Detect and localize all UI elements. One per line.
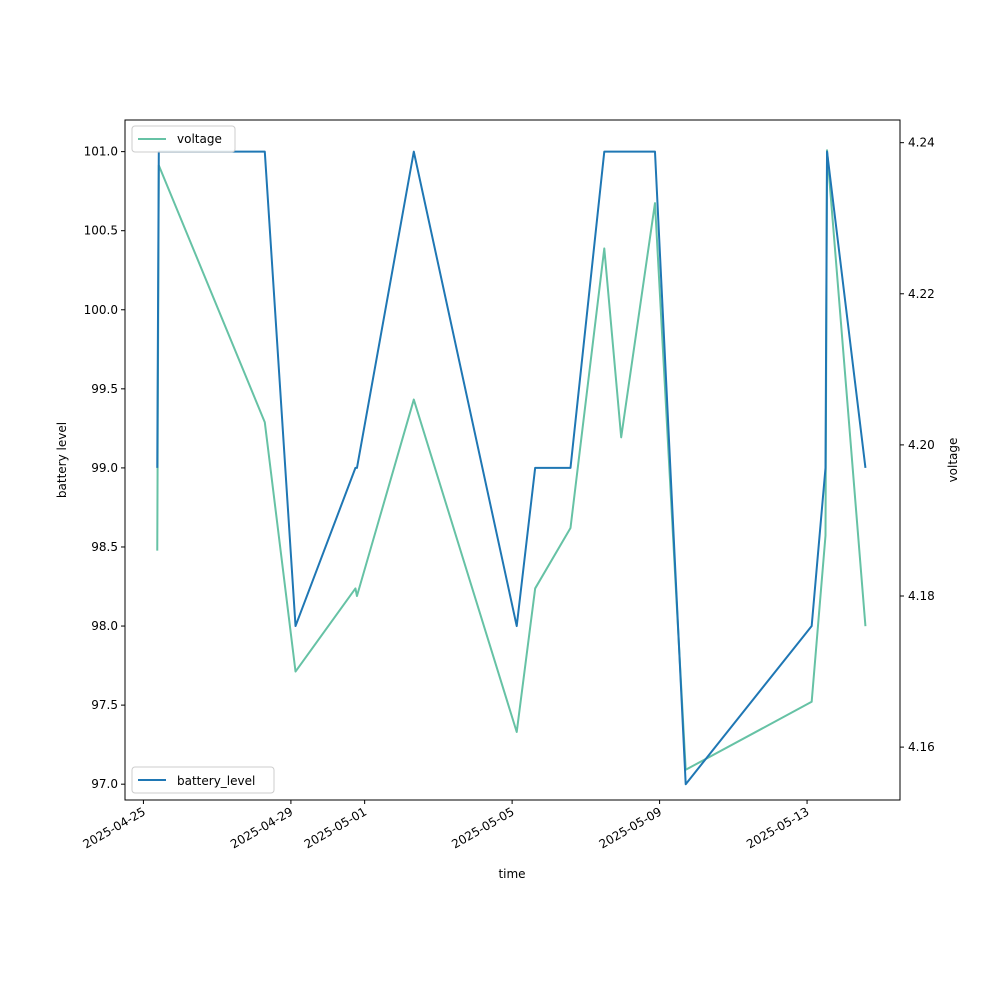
series-line-voltage	[156, 149, 867, 771]
y-axis-left: 97.0 97.5 98.0 98.5 99.0 99.5 100.0 100.5 101.0	[84, 145, 125, 791]
y-left-tick-label: 98.5	[91, 540, 118, 554]
y-left-tick-label: 98.0	[91, 619, 118, 633]
y-left-tick-label: 99.5	[91, 382, 118, 396]
y-axis-right-label: voltage	[946, 438, 960, 483]
y-right-tick-label: 4.16	[908, 740, 935, 754]
series-layer	[156, 149, 867, 786]
y-left-tick-label: 97.0	[91, 777, 118, 791]
legend-label-battery-level: battery_level	[177, 774, 255, 788]
y-right-tick-label: 4.20	[908, 438, 935, 452]
y-left-tick-label: 100.5	[84, 224, 118, 238]
legend-label-voltage: voltage	[177, 132, 222, 146]
y-right-tick-label: 4.22	[908, 287, 935, 301]
y-left-tick-label: 101.0	[84, 145, 118, 159]
y-left-tick-label: 99.0	[91, 461, 118, 475]
y-axis-left-label: battery level	[55, 422, 69, 498]
legend-voltage: voltage	[131, 125, 236, 153]
y-left-tick-label: 97.5	[91, 698, 118, 712]
legend-box	[131, 125, 236, 153]
y-axis-right: 4.16 4.18 4.20 4.22 4.24	[900, 136, 935, 754]
series-line-battery-level	[156, 150, 867, 786]
y-right-tick-label: 4.18	[908, 589, 935, 603]
y-right-tick-label: 4.24	[908, 136, 935, 150]
x-axis-label: time	[498, 867, 525, 881]
y-left-tick-label: 100.0	[84, 303, 118, 317]
legend-battery-level: battery_level	[131, 766, 275, 794]
legend-box	[131, 766, 275, 794]
